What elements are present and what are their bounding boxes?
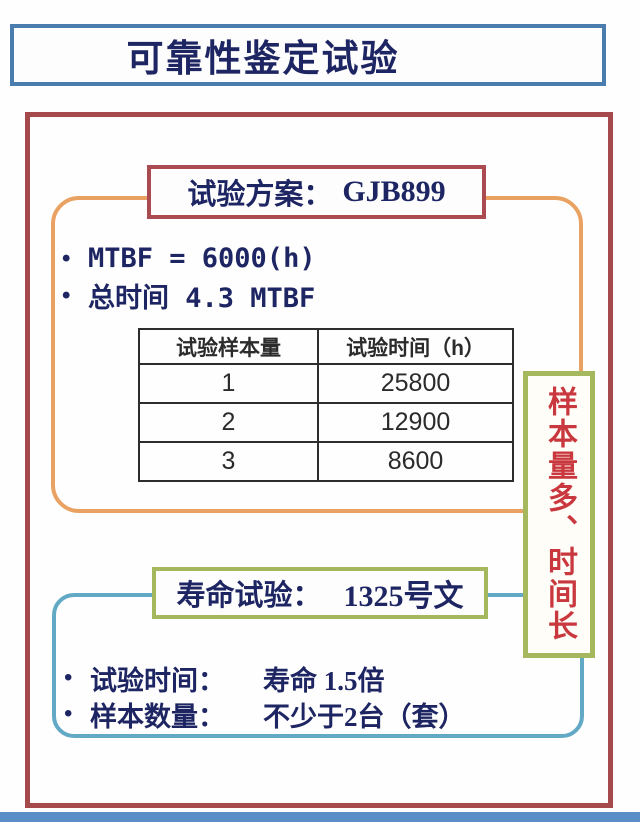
- plan-header-label: 试验方案：: [187, 179, 333, 211]
- plan-header-value: GJB899: [342, 175, 446, 208]
- side-note-box: 样本量多、时间长: [523, 371, 595, 658]
- list-item: • 试验时间： 寿命 1.5倍: [64, 660, 466, 696]
- list-item: • MTBF = 6000(h): [62, 240, 316, 277]
- bottom-accent-bar: [0, 812, 640, 822]
- bullet-icon: •: [64, 664, 73, 691]
- table-row: 1 25800: [138, 363, 514, 404]
- life-time-label: 试验时间：: [90, 665, 225, 696]
- list-item: • 样本数量： 不少于2台（套）: [64, 696, 466, 732]
- total-time-text: 总时间 4.3 MTBF: [88, 283, 316, 314]
- bullet-icon: •: [62, 281, 71, 309]
- mtbf-value-text: MTBF = 6000(h): [88, 243, 316, 274]
- life-sample-value: 不少于2台（套）: [263, 701, 466, 732]
- side-note-text: 样本量多、时间长: [543, 386, 576, 642]
- bullet-icon: •: [62, 244, 71, 272]
- table-row: 2 12900: [138, 402, 514, 443]
- page-title-text: 可靠性鉴定试验: [126, 38, 400, 79]
- table-cell: 1: [138, 363, 319, 404]
- life-sample-label: 样本数量：: [90, 701, 225, 732]
- table-cell: 8600: [317, 441, 514, 482]
- life-bullet-list: • 试验时间： 寿命 1.5倍 • 样本数量： 不少于2台（套）: [64, 660, 466, 732]
- table-cell: 12900: [317, 402, 514, 443]
- table-header-time: 试验时间（h）: [317, 328, 514, 365]
- bullet-icon: •: [64, 700, 73, 727]
- table-cell: 25800: [317, 363, 514, 404]
- table-cell: 2: [138, 402, 319, 443]
- life-header-value: 1325号文: [343, 580, 464, 613]
- page-title: 可靠性鉴定试验: [10, 24, 606, 86]
- outer-frame: [25, 112, 613, 808]
- sample-time-table: 试验样本量 试验时间（h） 1 25800 2 12900 3 8600: [138, 328, 514, 482]
- life-time-value: 寿命 1.5倍: [263, 665, 385, 696]
- reliability-bullet-list: • MTBF = 6000(h) • 总时间 4.3 MTBF: [62, 240, 316, 314]
- table-header-sample: 试验样本量: [138, 328, 319, 365]
- table-header-row: 试验样本量 试验时间（h）: [138, 328, 514, 365]
- table-row: 3 8600: [138, 441, 514, 482]
- life-header-label: 寿命试验：: [176, 580, 322, 612]
- table-cell: 3: [138, 441, 319, 482]
- reliability-plan-header: 试验方案： GJB899: [147, 165, 486, 219]
- life-test-header: 寿命试验： 1325号文: [152, 567, 488, 619]
- list-item: • 总时间 4.3 MTBF: [62, 277, 316, 315]
